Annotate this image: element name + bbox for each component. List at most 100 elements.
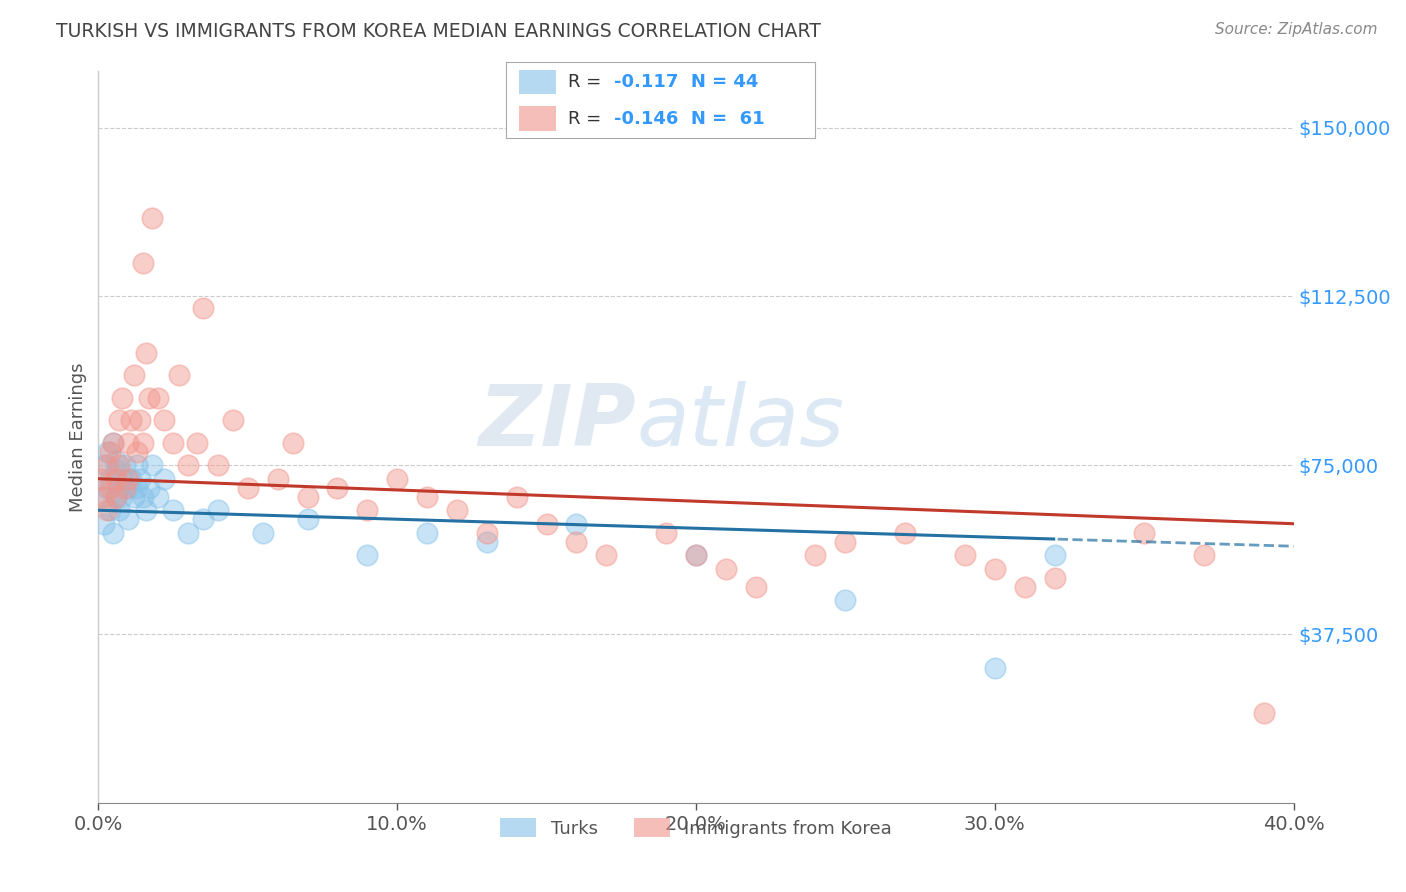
Point [135, 503, 157, 517]
Point [267, 472, 290, 486]
Point [536, 516, 558, 531]
Point [1043, 548, 1066, 562]
Point [96, 503, 118, 517]
Point [138, 481, 160, 495]
Point [90, 490, 112, 504]
Point [1253, 706, 1275, 720]
Point [127, 481, 149, 495]
Point [148, 490, 170, 504]
Point [1133, 525, 1156, 540]
Point [177, 525, 200, 540]
Point [108, 503, 131, 517]
Point [129, 472, 152, 486]
Point [132, 435, 155, 450]
Point [281, 435, 304, 450]
Point [236, 481, 259, 495]
Point [117, 472, 139, 486]
Point [745, 580, 768, 594]
Point [162, 503, 184, 517]
Point [108, 413, 131, 427]
Point [834, 534, 856, 549]
Point [105, 463, 128, 477]
Point [111, 490, 134, 504]
FancyBboxPatch shape [519, 106, 555, 130]
Text: R =: R = [568, 73, 607, 91]
Point [103, 435, 125, 450]
Point [117, 512, 139, 526]
Point [655, 525, 678, 540]
Text: Source: ZipAtlas.com: Source: ZipAtlas.com [1215, 22, 1378, 37]
Point [565, 534, 588, 549]
Point [127, 444, 149, 458]
Point [984, 661, 1007, 675]
Point [124, 368, 146, 383]
Point [103, 435, 125, 450]
Point [1014, 580, 1036, 594]
Point [93, 458, 115, 473]
Text: TURKISH VS IMMIGRANTS FROM KOREA MEDIAN EARNINGS CORRELATION CHART: TURKISH VS IMMIGRANTS FROM KOREA MEDIAN … [56, 22, 821, 41]
Point [167, 368, 190, 383]
Point [96, 444, 118, 458]
Point [117, 435, 139, 450]
Point [105, 490, 128, 504]
Point [98, 481, 122, 495]
Point [114, 458, 136, 473]
Point [129, 413, 152, 427]
Point [96, 481, 118, 495]
Point [191, 512, 214, 526]
Point [177, 458, 200, 473]
Point [114, 481, 136, 495]
Point [894, 525, 917, 540]
Point [326, 481, 349, 495]
Point [356, 503, 378, 517]
Point [103, 525, 125, 540]
Text: -0.146  N =  61: -0.146 N = 61 [614, 110, 765, 128]
Legend: Turks, Immigrants from Korea: Turks, Immigrants from Korea [492, 811, 900, 845]
Point [984, 562, 1007, 576]
Point [953, 548, 976, 562]
Point [135, 345, 157, 359]
Point [141, 458, 163, 473]
Y-axis label: Median Earnings: Median Earnings [69, 362, 87, 512]
Point [565, 516, 588, 531]
Point [222, 413, 245, 427]
Point [90, 472, 112, 486]
Point [124, 490, 146, 504]
Point [834, 593, 856, 607]
Point [416, 525, 439, 540]
Point [108, 481, 131, 495]
FancyBboxPatch shape [519, 70, 555, 95]
Point [127, 458, 149, 473]
Point [685, 548, 707, 562]
Point [153, 472, 176, 486]
Point [475, 525, 498, 540]
Point [111, 472, 134, 486]
Point [105, 472, 128, 486]
Point [297, 490, 319, 504]
Point [475, 534, 498, 549]
Point [804, 548, 827, 562]
Point [105, 490, 128, 504]
Text: ZIP: ZIP [478, 381, 637, 464]
Point [120, 413, 142, 427]
Point [506, 490, 529, 504]
Point [120, 472, 142, 486]
Point [98, 472, 122, 486]
Point [385, 472, 409, 486]
Point [252, 525, 274, 540]
Point [153, 413, 176, 427]
Point [162, 435, 184, 450]
Point [93, 516, 115, 531]
Point [93, 490, 115, 504]
Point [105, 453, 128, 467]
Point [446, 503, 468, 517]
Point [1192, 548, 1215, 562]
Point [191, 301, 214, 315]
Point [98, 444, 122, 458]
Point [714, 562, 737, 576]
Point [297, 512, 319, 526]
Point [207, 503, 229, 517]
Point [96, 458, 118, 473]
Point [148, 391, 170, 405]
Point [416, 490, 439, 504]
